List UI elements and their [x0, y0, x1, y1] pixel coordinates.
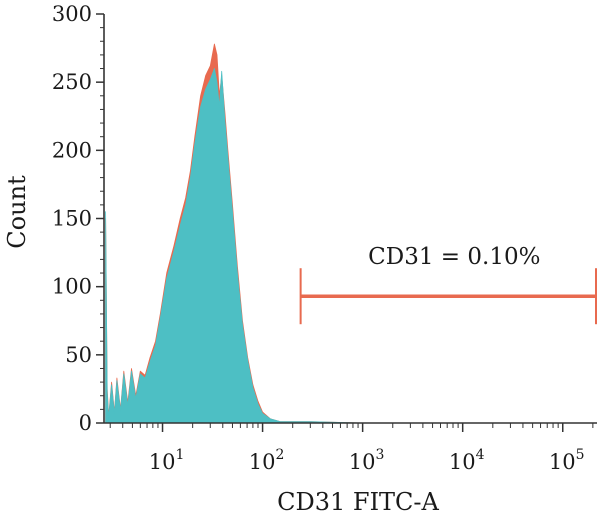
gate-label: CD31 = 0.10%	[368, 244, 540, 270]
y-tick-label: 50	[65, 343, 92, 367]
y-axis-title: Count	[3, 175, 31, 249]
series-area-2	[105, 68, 594, 424]
x-tick-label: 101	[149, 447, 185, 474]
x-tick-label: 103	[349, 447, 385, 474]
x-tick-label: 104	[449, 447, 485, 474]
y-tick-label: 200	[52, 138, 92, 162]
y-tick-label: 150	[52, 207, 92, 231]
x-tick-label: 105	[549, 447, 585, 474]
y-tick-label: 250	[52, 70, 92, 94]
y-tick-label: 300	[52, 2, 92, 26]
x-axis-title: CD31 FITC-A	[277, 488, 439, 516]
y-tick-label: 100	[52, 275, 92, 299]
x-ticks: 101 102 103 104 105	[109, 423, 594, 474]
y-ticks: 0 50 100 150 200 250 300	[52, 2, 104, 435]
y-tick-label: 0	[79, 411, 92, 435]
gate: CD31 = 0.10%	[299, 244, 598, 325]
x-tick-label: 102	[249, 447, 285, 474]
series-layer	[105, 43, 594, 424]
